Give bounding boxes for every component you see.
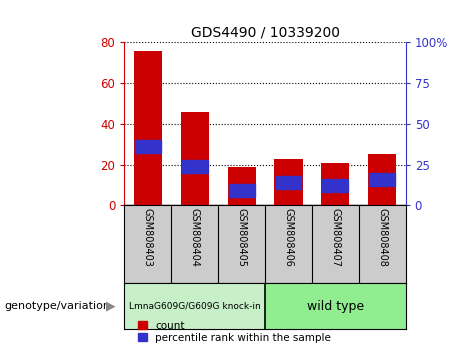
Text: wild type: wild type [307, 300, 364, 313]
Text: GSM808404: GSM808404 [190, 208, 200, 267]
Legend: count, percentile rank within the sample: count, percentile rank within the sample [134, 316, 335, 347]
Bar [124, 283, 265, 329]
Bar [228, 167, 256, 205]
Bar [181, 112, 209, 205]
Bar [321, 162, 349, 205]
Bar [276, 176, 301, 189]
Bar [229, 184, 254, 197]
Text: GSM808405: GSM808405 [236, 208, 247, 267]
Text: GSM808403: GSM808403 [143, 208, 153, 267]
Text: GSM808408: GSM808408 [377, 208, 387, 267]
Bar [182, 160, 207, 173]
Text: LmnaG609G/G609G knock-in: LmnaG609G/G609G knock-in [129, 302, 260, 311]
Bar [369, 173, 395, 186]
Text: GSM808407: GSM808407 [331, 208, 340, 267]
Title: GDS4490 / 10339200: GDS4490 / 10339200 [190, 26, 340, 40]
Bar [134, 51, 162, 205]
Bar [323, 179, 348, 192]
Bar [274, 159, 302, 205]
Bar [265, 283, 406, 329]
Bar [135, 140, 161, 153]
Bar [368, 154, 396, 205]
Text: ▶: ▶ [106, 300, 115, 313]
Text: genotype/variation: genotype/variation [5, 301, 111, 311]
Text: GSM808406: GSM808406 [284, 208, 294, 267]
